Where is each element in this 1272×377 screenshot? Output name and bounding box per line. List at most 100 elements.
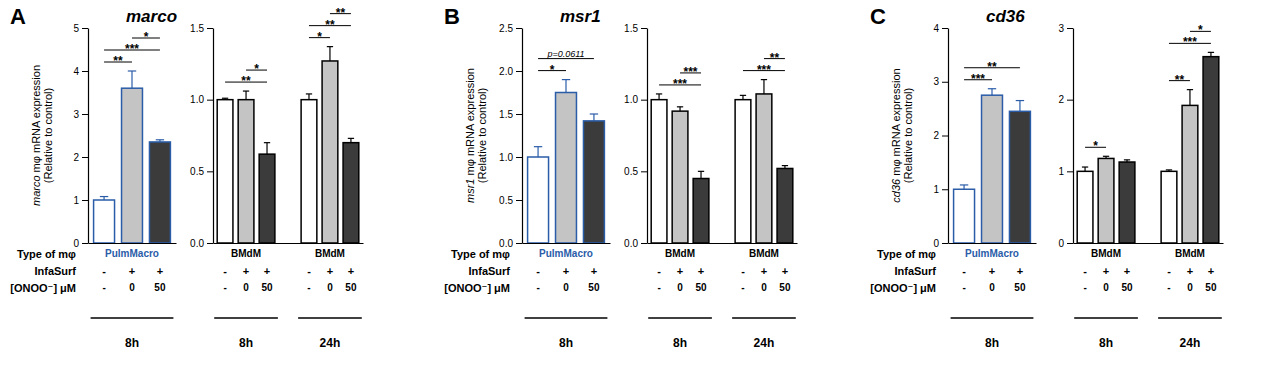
group-line: [648, 317, 712, 319]
time-label: 8h: [1099, 336, 1113, 350]
y-axis-label: (Relative to control): [476, 88, 488, 183]
x-tick: -: [307, 243, 310, 293]
bar: [238, 100, 254, 243]
y-tick: 0.5: [624, 166, 647, 177]
bar: [259, 154, 275, 243]
y-tick: 1.0: [190, 94, 213, 105]
bar: [982, 95, 1003, 243]
error-bar: [1082, 167, 1088, 171]
y-tick: 2.0: [499, 66, 522, 77]
infasurf-row: -++-++: [1083, 243, 1214, 277]
x-tick-label: 50: [261, 282, 273, 293]
infasurf-tick: +: [782, 243, 788, 277]
infasurf-label: -: [102, 265, 106, 277]
x-axis-line: [523, 243, 611, 244]
error-bar-cap: [1103, 156, 1109, 157]
error-bar-cap: [677, 106, 683, 107]
error-bar: [960, 185, 968, 189]
y-tick-label: 1.5: [499, 109, 513, 120]
infasurf-label: +: [677, 265, 683, 277]
row-label: Type of mφ: [451, 248, 510, 260]
error-bar: [534, 147, 542, 157]
y-tick-mark: [1067, 171, 1073, 172]
significance-label: ***: [1183, 35, 1197, 49]
bar: [693, 179, 709, 244]
chart: 012345marco mφ mRNA expression(Relative …: [10, 23, 176, 350]
infasurf-label: +: [761, 265, 767, 277]
y-tick-label: 2: [1058, 94, 1064, 105]
y-tick: 0: [1058, 238, 1073, 249]
error-bar-stem: [742, 95, 743, 99]
error-bar-cap: [1187, 89, 1193, 90]
y-tick-mark: [82, 200, 88, 201]
bar: [672, 111, 688, 243]
infasurf-label: -: [1083, 265, 1087, 277]
x-axis: -050: [523, 243, 611, 293]
time-label: 8h: [239, 336, 253, 350]
y-tick-mark: [942, 136, 948, 137]
error-bar: [1187, 90, 1193, 106]
figure-container: AmarcoBmsr1Ccd36012345marco mφ mRNA expr…: [0, 0, 1272, 377]
y-axis-label: (Relative to control): [42, 88, 54, 183]
chart: 0123-050-050-++-++BMdM8hBMdM24h*******: [1058, 23, 1223, 350]
infasurf-row: -++-++: [223, 243, 354, 277]
error-bar-stem: [763, 80, 764, 94]
y-tick-label: 2.5: [499, 23, 513, 34]
error-bar-cap: [128, 70, 136, 71]
panel-letter: C: [870, 4, 886, 29]
bar: [735, 100, 751, 243]
cell-type-label: BMdM: [231, 248, 261, 259]
error-bar-cap: [656, 93, 662, 94]
error-bar-cap: [1124, 159, 1130, 160]
y-tick-label: 2: [933, 130, 939, 141]
y-tick-label: 1.0: [499, 152, 513, 163]
infasurf-label: +: [1124, 265, 1130, 277]
x-tick-label: 0: [129, 282, 135, 293]
cell-type-label: BMdM: [315, 248, 345, 259]
infasurf-label: +: [782, 265, 788, 277]
error-bar-stem: [308, 94, 309, 100]
error-bar-cap: [327, 46, 333, 47]
time-label: 24h: [1180, 336, 1201, 350]
error-bar-stem: [329, 47, 330, 61]
y-tick-label: 2: [73, 152, 79, 163]
infasurf-label: -: [741, 265, 745, 277]
x-tick-label: 0: [563, 282, 569, 293]
x-axis-line: [89, 243, 177, 244]
x-tick-label: 50: [695, 282, 707, 293]
group-line: [298, 317, 362, 319]
significance-label: **: [325, 18, 335, 32]
error-bar-cap: [782, 165, 788, 166]
panel-letter: A: [10, 4, 26, 29]
x-tick: 50: [695, 243, 707, 293]
x-axis-line: [214, 243, 364, 244]
x-tick: -: [223, 243, 226, 293]
group-line: [1074, 317, 1138, 319]
error-bar-stem: [1019, 101, 1020, 112]
cell-type-label: BMdM: [1091, 248, 1121, 259]
group-line: [1158, 317, 1222, 319]
group-line: [91, 317, 174, 319]
bar: [122, 88, 143, 243]
infasurf-label: +: [327, 265, 333, 277]
significance-label: **: [241, 74, 251, 88]
x-tick-label: 0: [1103, 282, 1109, 293]
y-tick: 2: [73, 152, 88, 163]
y-tick: 0.0: [624, 238, 647, 249]
y-axis-label: marco mφ mRNA expression: [30, 65, 42, 206]
y-tick-mark: [641, 243, 647, 244]
y-tick-mark: [82, 28, 88, 29]
y-tick-label: 1: [1058, 166, 1064, 177]
y-tick-label: 1: [73, 195, 79, 206]
cell-type-label: PulmMacro: [105, 248, 159, 259]
y-axis: 0 1 2 3: [1058, 23, 1073, 249]
significance-label: *: [317, 30, 322, 44]
y-tick-mark: [516, 28, 522, 29]
error-bar-stem: [991, 89, 992, 95]
panel-title: cd36: [986, 7, 1025, 26]
row-label: InfaSurf: [34, 265, 76, 277]
infasurf-label: +: [129, 265, 135, 277]
infasurf-tick: +: [264, 243, 270, 277]
y-tick-label: 3: [1058, 23, 1064, 34]
x-tick: -: [1083, 243, 1086, 293]
